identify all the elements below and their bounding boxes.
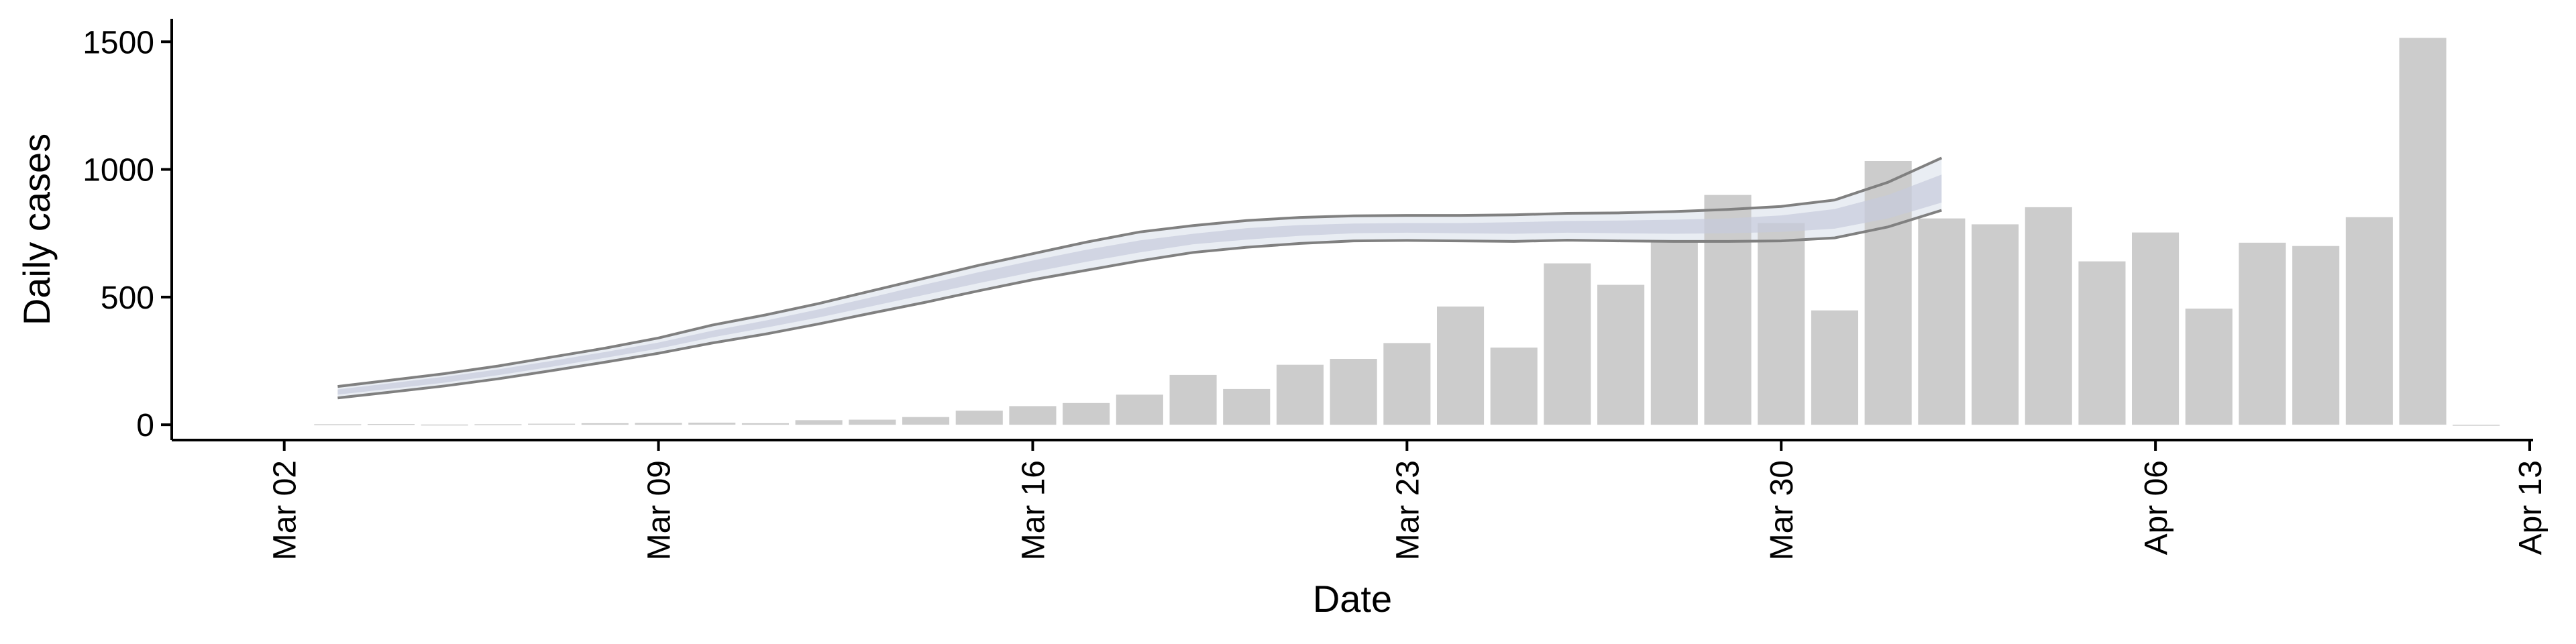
plot-area bbox=[314, 38, 2500, 426]
bar-2020-03-24 bbox=[1437, 306, 1485, 425]
y-tick-label: 0 bbox=[136, 408, 154, 443]
x-axis-ticks: Mar 02 Mar 09 Mar 16 Mar 23 Mar 30 Apr 06 Apr … bbox=[268, 440, 2548, 560]
bar-2020-04-04 bbox=[2025, 207, 2072, 425]
estimate-band-inner-area bbox=[337, 174, 1942, 395]
bar-2020-03-12 bbox=[795, 420, 843, 425]
bar-2020-03-22 bbox=[1330, 359, 1377, 425]
bar-2020-03-04 bbox=[368, 424, 415, 425]
daily-cases-bars bbox=[314, 38, 2500, 426]
bar-2020-03-06 bbox=[474, 424, 522, 425]
bar-2020-03-11 bbox=[741, 423, 789, 425]
estimate-lower-line bbox=[337, 209, 1942, 400]
bar-2020-03-23 bbox=[1383, 343, 1431, 425]
y-axis-title: Daily cases bbox=[15, 133, 58, 325]
estimate-band-inner bbox=[337, 174, 1942, 395]
bar-2020-04-10 bbox=[2345, 217, 2393, 425]
bar-2020-03-15 bbox=[955, 411, 1003, 425]
estimate-lines bbox=[337, 156, 1943, 400]
bar-2020-03-05 bbox=[421, 424, 468, 426]
bar-2020-03-26 bbox=[1544, 263, 1591, 425]
bar-2020-04-03 bbox=[1972, 224, 2019, 425]
x-axis-title: Date bbox=[1313, 578, 1392, 620]
bar-2020-03-13 bbox=[849, 419, 896, 425]
x-tick-label: Apr 06 bbox=[2139, 460, 2174, 555]
bar-2020-04-11 bbox=[2399, 38, 2447, 425]
x-tick-label: Mar 16 bbox=[1016, 460, 1051, 560]
bar-2020-03-09 bbox=[635, 423, 682, 425]
bar-2020-03-25 bbox=[1490, 347, 1538, 425]
y-tick-label: 1500 bbox=[83, 25, 154, 60]
y-tick-label: 1000 bbox=[83, 153, 154, 189]
bar-2020-03-07 bbox=[528, 423, 576, 425]
bar-2020-03-14 bbox=[902, 417, 950, 425]
bar-2020-04-08 bbox=[2239, 242, 2286, 425]
bar-2020-03-17 bbox=[1063, 402, 1110, 425]
bar-2020-03-21 bbox=[1276, 364, 1324, 425]
x-tick-label: Mar 23 bbox=[1390, 460, 1426, 560]
bar-2020-04-06 bbox=[2132, 232, 2180, 425]
x-tick-label: Mar 02 bbox=[268, 460, 303, 560]
bar-2020-04-07 bbox=[2185, 309, 2233, 425]
bar-2020-04-05 bbox=[2078, 261, 2126, 425]
bar-2020-03-16 bbox=[1009, 406, 1057, 425]
bar-2020-04-12 bbox=[2453, 425, 2500, 426]
bar-2020-04-02 bbox=[1918, 218, 1966, 425]
bar-2020-04-09 bbox=[2292, 246, 2340, 425]
estimate-upper-line bbox=[337, 156, 1943, 388]
y-tick-label: 500 bbox=[101, 280, 154, 316]
x-tick-label: Mar 30 bbox=[1764, 460, 1800, 560]
bar-2020-03-03 bbox=[314, 424, 362, 425]
x-tick-label: Apr 13 bbox=[2513, 460, 2548, 555]
bar-2020-03-31 bbox=[1811, 310, 1858, 425]
bar-2020-03-27 bbox=[1597, 284, 1645, 425]
bar-2020-03-28 bbox=[1650, 241, 1698, 425]
bar-2020-03-18 bbox=[1116, 394, 1163, 425]
x-tick-label: Mar 09 bbox=[642, 460, 678, 560]
bar-2020-03-10 bbox=[688, 423, 736, 425]
bar-2020-03-19 bbox=[1169, 374, 1217, 425]
bar-2020-03-30 bbox=[1758, 223, 1805, 425]
bar-2020-03-08 bbox=[581, 423, 629, 425]
y-axis-ticks: 0 500 1000 1500 bbox=[83, 25, 172, 443]
bar-2020-03-20 bbox=[1223, 388, 1271, 425]
